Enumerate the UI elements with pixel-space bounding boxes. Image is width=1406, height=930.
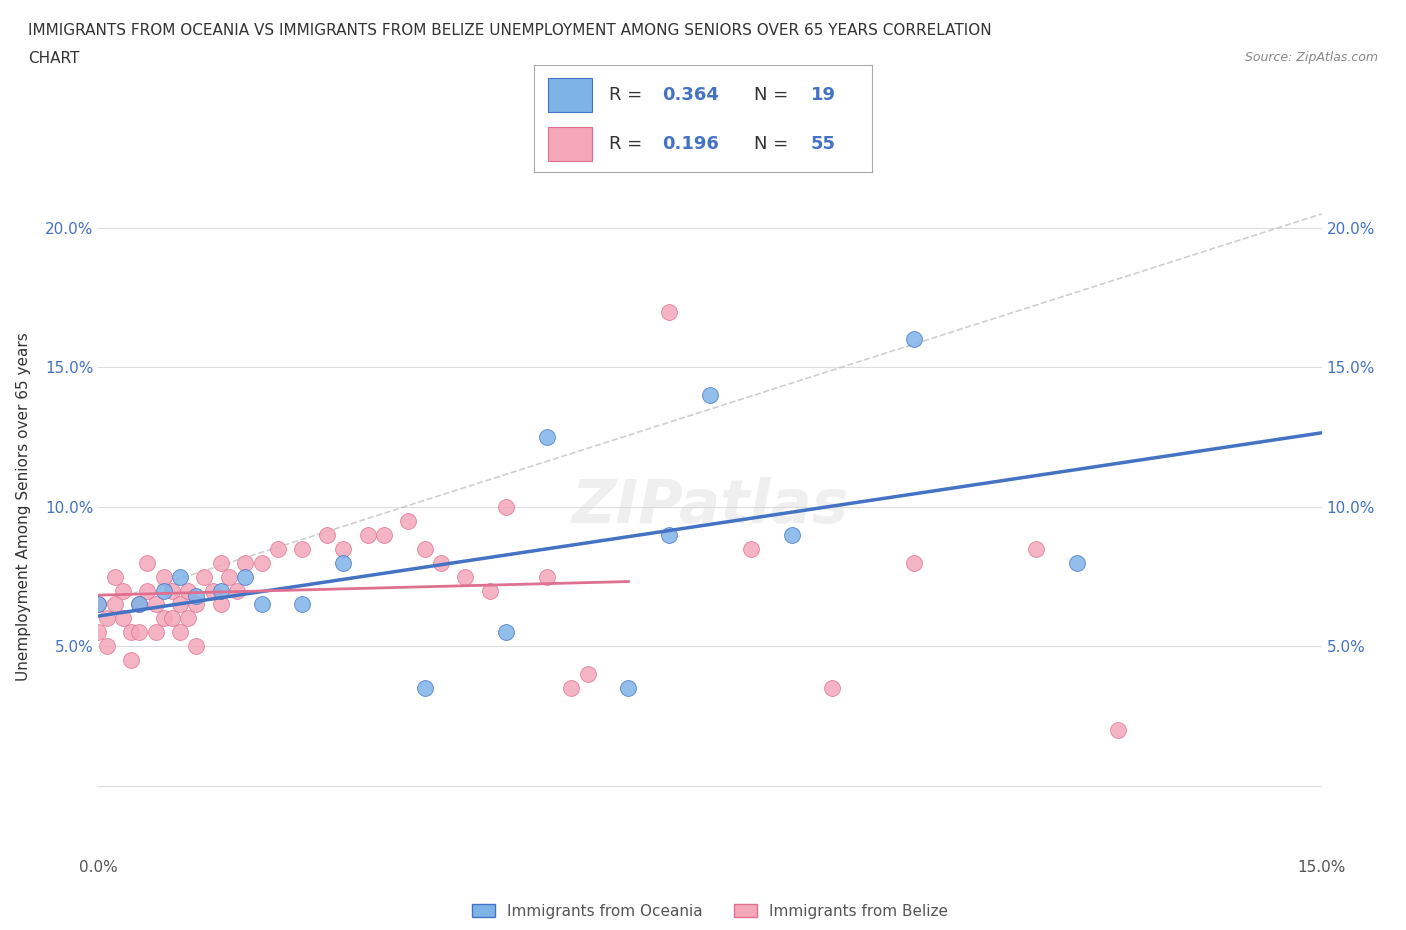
Text: 19: 19: [811, 86, 837, 104]
Point: [291, 597, 314, 612]
Point: [536, 569, 558, 584]
Point: [821, 681, 844, 696]
Point: [87, 597, 110, 612]
Point: [136, 555, 159, 570]
Point: [160, 611, 183, 626]
Point: [136, 583, 159, 598]
Point: [332, 541, 354, 556]
Point: [169, 625, 191, 640]
Point: [576, 667, 599, 682]
Point: [250, 555, 273, 570]
Point: [1025, 541, 1047, 556]
Point: [413, 541, 436, 556]
Point: [152, 583, 174, 598]
Point: [233, 569, 256, 584]
Point: [128, 597, 150, 612]
Point: [250, 597, 273, 612]
Point: [169, 569, 191, 584]
Point: [201, 583, 224, 598]
Point: [226, 583, 249, 598]
Point: [699, 388, 721, 403]
Y-axis label: Unemployment Among Seniors over 65 years: Unemployment Among Seniors over 65 years: [17, 333, 31, 681]
Point: [120, 625, 142, 640]
Point: [315, 527, 337, 542]
Point: [96, 639, 118, 654]
Text: 0.364: 0.364: [662, 86, 720, 104]
Legend: Immigrants from Oceania, Immigrants from Belize: Immigrants from Oceania, Immigrants from…: [467, 897, 953, 924]
Point: [96, 611, 118, 626]
Point: [495, 499, 517, 514]
Point: [145, 597, 167, 612]
FancyBboxPatch shape: [548, 78, 592, 113]
Point: [193, 569, 215, 584]
Point: [104, 569, 127, 584]
Point: [177, 583, 200, 598]
Point: [111, 583, 134, 598]
Text: CHART: CHART: [28, 51, 80, 66]
Point: [111, 611, 134, 626]
Text: 0.196: 0.196: [662, 135, 720, 153]
Point: [209, 583, 232, 598]
Point: [617, 681, 640, 696]
Point: [903, 555, 925, 570]
Point: [454, 569, 477, 584]
Point: [218, 569, 240, 584]
Point: [430, 555, 453, 570]
Point: [128, 597, 150, 612]
Text: N =: N =: [754, 135, 793, 153]
Point: [903, 332, 925, 347]
Point: [396, 513, 419, 528]
Point: [160, 583, 183, 598]
Point: [87, 597, 110, 612]
Point: [478, 583, 501, 598]
Text: N =: N =: [754, 86, 793, 104]
Text: Source: ZipAtlas.com: Source: ZipAtlas.com: [1244, 51, 1378, 64]
Point: [332, 555, 354, 570]
Point: [658, 304, 681, 319]
FancyBboxPatch shape: [548, 127, 592, 162]
Point: [356, 527, 378, 542]
Point: [560, 681, 582, 696]
Text: 55: 55: [811, 135, 837, 153]
Point: [169, 597, 191, 612]
Text: R =: R =: [609, 135, 648, 153]
Point: [740, 541, 762, 556]
Point: [658, 527, 681, 542]
Point: [152, 611, 174, 626]
Point: [536, 430, 558, 445]
Point: [186, 589, 208, 604]
Point: [373, 527, 395, 542]
Point: [87, 625, 110, 640]
Point: [186, 597, 208, 612]
Point: [233, 555, 256, 570]
Point: [186, 639, 208, 654]
Point: [209, 555, 232, 570]
Point: [209, 597, 232, 612]
Point: [145, 625, 167, 640]
Point: [152, 569, 174, 584]
Text: IMMIGRANTS FROM OCEANIA VS IMMIGRANTS FROM BELIZE UNEMPLOYMENT AMONG SENIORS OVE: IMMIGRANTS FROM OCEANIA VS IMMIGRANTS FR…: [28, 23, 991, 38]
Point: [120, 653, 142, 668]
Point: [495, 625, 517, 640]
Point: [780, 527, 803, 542]
Point: [413, 681, 436, 696]
Point: [128, 625, 150, 640]
Point: [1107, 723, 1129, 737]
Point: [1066, 555, 1088, 570]
Text: ZIPatlas: ZIPatlas: [571, 477, 849, 537]
Point: [291, 541, 314, 556]
Point: [104, 597, 127, 612]
Point: [267, 541, 290, 556]
Point: [177, 611, 200, 626]
Text: R =: R =: [609, 86, 648, 104]
